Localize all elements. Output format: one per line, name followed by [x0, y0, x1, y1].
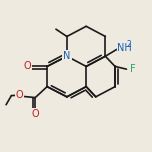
Text: O: O — [24, 61, 31, 71]
Text: N: N — [63, 51, 71, 61]
Text: O: O — [16, 90, 23, 100]
Text: O: O — [31, 109, 39, 119]
Text: NH: NH — [117, 43, 132, 53]
Text: F: F — [130, 64, 135, 74]
Text: 2: 2 — [126, 40, 131, 49]
